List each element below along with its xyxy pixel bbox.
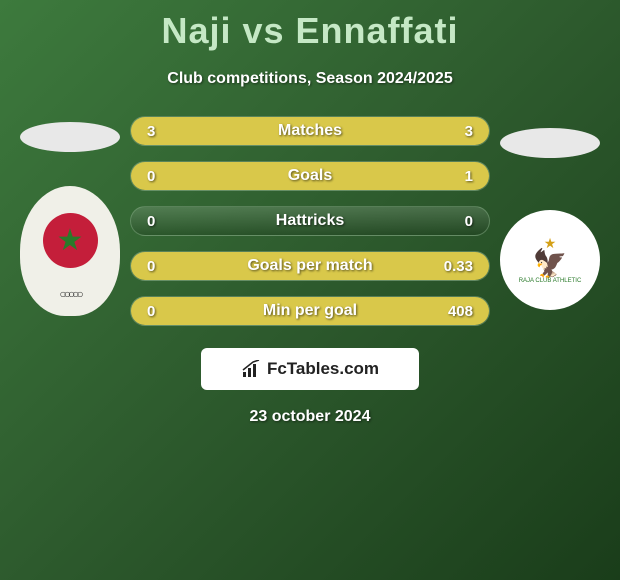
stat-left-value: 0 — [147, 258, 187, 275]
stat-label: Goals per match — [247, 257, 372, 275]
stat-label: Hattricks — [276, 212, 344, 230]
stat-right-value: 3 — [433, 123, 473, 140]
stat-row-matches: 3 Matches 3 — [130, 116, 490, 146]
stat-left-value: 3 — [147, 123, 187, 140]
watermark: FcTables.com — [201, 348, 419, 390]
club-crest-left: ★ ○○○○○ — [20, 186, 120, 316]
stat-right-value: 0 — [433, 213, 473, 230]
player-right-column: ★ 🦅 RAJA CLUB ATHLETIC — [490, 133, 610, 310]
stat-label: Goals — [288, 167, 332, 185]
watermark-text: FcTables.com — [267, 359, 379, 379]
page-title: Naji vs Ennaffati — [161, 10, 458, 52]
player-left-avatar — [20, 122, 120, 152]
stat-left-value: 0 — [147, 168, 187, 185]
player-left-column: ★ ○○○○○ — [10, 127, 130, 316]
stat-label: Matches — [278, 122, 342, 140]
olympic-rings-icon: ○○○○○ — [59, 287, 80, 301]
star-icon: ★ — [57, 223, 84, 258]
club-crest-right: ★ 🦅 RAJA CLUB ATHLETIC — [500, 210, 600, 310]
stat-left-value: 0 — [147, 303, 187, 320]
chart-icon — [241, 360, 263, 378]
stat-row-goals: 0 Goals 1 — [130, 161, 490, 191]
subtitle: Club competitions, Season 2024/2025 — [167, 70, 452, 88]
stat-right-value: 1 — [433, 168, 473, 185]
content-row: ★ ○○○○○ 3 Matches 3 0 Goals 1 — [0, 116, 620, 326]
stat-right-value: 408 — [433, 303, 473, 320]
crest-text: RAJA CLUB ATHLETIC — [519, 278, 582, 285]
stats-column: 3 Matches 3 0 Goals 1 0 Hattricks 0 — [130, 116, 490, 326]
infographic-root: Naji vs Ennaffati Club competitions, Sea… — [0, 0, 620, 436]
stat-row-gpm: 0 Goals per match 0.33 — [130, 251, 490, 281]
crest-left-inner: ★ — [43, 213, 98, 268]
stat-row-hattricks: 0 Hattricks 0 — [130, 206, 490, 236]
player-right-avatar — [500, 128, 600, 158]
stat-left-value: 0 — [147, 213, 187, 230]
eagle-icon: 🦅 — [533, 250, 568, 278]
date-line: 23 october 2024 — [250, 408, 371, 426]
stat-label: Min per goal — [263, 302, 357, 320]
stat-right-value: 0.33 — [433, 258, 473, 275]
stat-row-mpg: 0 Min per goal 408 — [130, 296, 490, 326]
